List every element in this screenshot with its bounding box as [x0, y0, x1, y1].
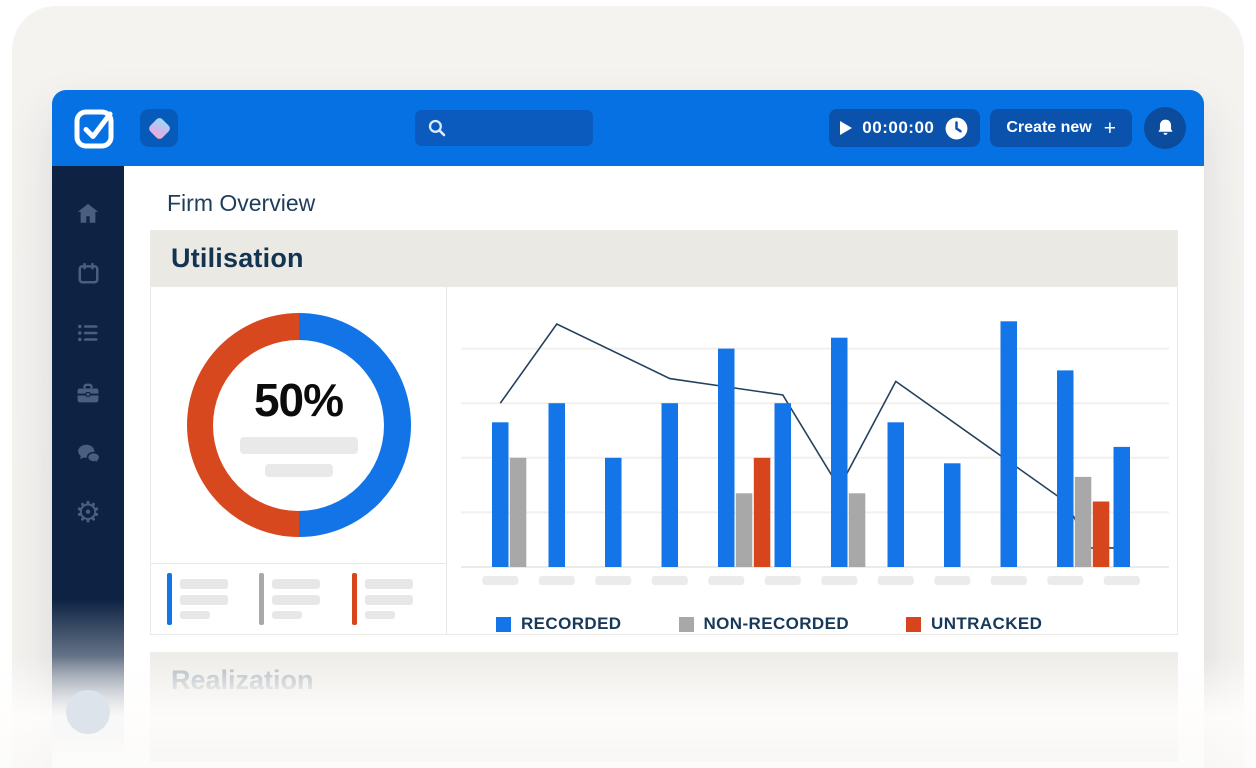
search-icon — [428, 119, 446, 137]
task-list-icon — [78, 324, 98, 342]
home-icon — [77, 203, 99, 223]
legend-label: RECORDED — [521, 614, 622, 633]
calendar-icon — [77, 262, 98, 283]
legend-label: NON-RECORDED — [703, 614, 850, 633]
chat-icon — [77, 444, 101, 465]
logo-check-icon — [72, 105, 118, 156]
workspace-button[interactable] — [140, 109, 178, 147]
utilisation-chart-panel: RECORDED NON-RECORDED UNTRACKED — [447, 287, 1177, 634]
stat-item-untracked — [351, 573, 430, 625]
stat-color-bar — [167, 573, 172, 625]
sidebar-item-calendar[interactable] — [74, 259, 102, 287]
sidebar-item-tasks[interactable] — [74, 319, 102, 347]
utilisation-title: Utilisation — [171, 243, 304, 273]
notifications-button[interactable] — [1144, 107, 1186, 149]
plus-icon: + — [1103, 116, 1116, 140]
skeleton-text-line — [264, 464, 333, 477]
utilisation-donut-panel: 50% — [151, 287, 447, 634]
legend-item-recorded: RECORDED — [496, 614, 622, 634]
untracked-swatch-icon — [906, 616, 922, 632]
skeleton-text-line — [239, 437, 358, 454]
briefcase-icon — [77, 383, 99, 403]
sidebar: ⚙ — [52, 166, 124, 768]
realization-title: Realization — [171, 665, 314, 695]
play-icon — [840, 121, 853, 135]
legend-label: UNTRACKED — [931, 614, 1043, 633]
workspace-diamond-icon — [146, 115, 172, 141]
timer-value: 00:00:00 — [862, 118, 935, 137]
sidebar-item-work[interactable] — [74, 379, 102, 407]
donut-center: 50% — [213, 339, 384, 511]
legend-item-non-recorded: NON-RECORDED — [678, 614, 850, 634]
avatar[interactable] — [66, 690, 110, 734]
utilisation-header: Utilisation — [150, 230, 1178, 287]
stat-item-recorded — [167, 573, 245, 625]
search-input[interactable] — [415, 110, 593, 146]
stat-item-non-recorded — [259, 573, 337, 625]
donut-percentage: 50% — [253, 374, 344, 426]
app-body: ⚙ Firm Overview Utilisation — [52, 166, 1204, 768]
donut-stats-row — [151, 564, 446, 634]
skeleton-stat-lines — [364, 579, 413, 619]
utilisation-section: Utilisation 50% — [150, 230, 1178, 635]
utilisation-body: 50% — [150, 287, 1178, 635]
timer-button[interactable]: 00:00:00 — [829, 109, 981, 147]
main-content: Firm Overview Utilisation 50% — [124, 166, 1204, 768]
settings-gear-icon: ⚙ — [75, 497, 101, 529]
sidebar-item-home[interactable] — [74, 199, 102, 227]
app-logo[interactable] — [72, 105, 118, 151]
search-bar — [415, 110, 593, 146]
utilisation-donut-chart: 50% — [186, 313, 411, 537]
clock-icon — [944, 116, 969, 141]
realization-section: Realization — [150, 652, 1178, 762]
app-window: 00:00:00 Create new + — [52, 90, 1204, 768]
topbar: 00:00:00 Create new + — [52, 90, 1204, 166]
legend-item-untracked: UNTRACKED — [906, 614, 1042, 634]
create-new-button[interactable]: Create new + — [990, 109, 1132, 147]
sidebar-item-settings[interactable]: ⚙ — [74, 497, 102, 529]
donut-chart-area: 50% — [151, 287, 446, 564]
stat-color-bar — [259, 573, 265, 625]
bell-icon — [1154, 117, 1177, 140]
skeleton-stat-lines — [180, 579, 228, 619]
chart-legend: RECORDED NON-RECORDED UNTRACKED — [447, 614, 1177, 634]
sidebar-item-chat[interactable] — [74, 439, 102, 467]
skeleton-stat-lines — [272, 579, 321, 619]
create-new-label: Create new — [1006, 119, 1092, 136]
non-recorded-swatch-icon — [678, 616, 694, 632]
utilisation-bar-chart — [461, 321, 1169, 585]
page-title: Firm Overview — [167, 190, 316, 216]
stat-color-bar — [351, 573, 357, 625]
recorded-swatch-icon — [496, 616, 511, 632]
